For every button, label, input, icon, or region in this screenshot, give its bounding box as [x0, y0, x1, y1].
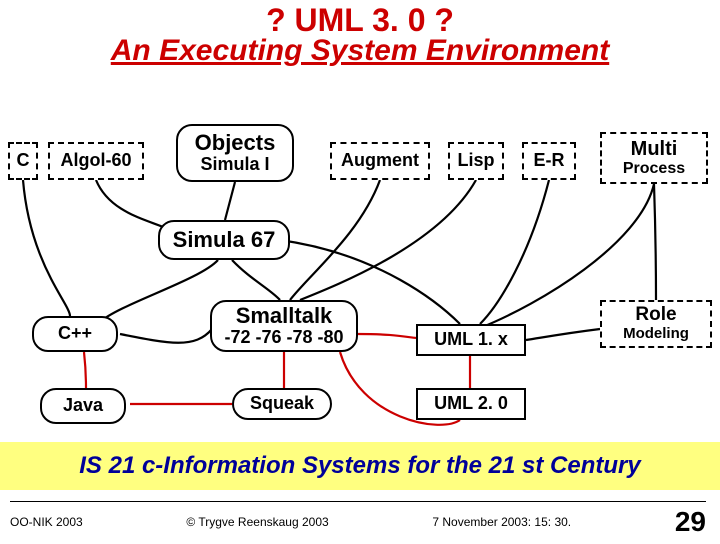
footer: OO-NIK 2003 © Trygve Reenskaug 2003 7 No… [10, 501, 706, 538]
node-label: Lisp [457, 151, 494, 171]
node-sublabel: Modeling [623, 326, 689, 343]
node-label: C++ [58, 324, 92, 344]
node-simula67: Simula 67 [158, 220, 290, 260]
node-sublabel: Process [623, 160, 685, 178]
node-c: C [8, 142, 38, 180]
node-uml1: UML 1. x [416, 324, 526, 356]
node-uml2: UML 2. 0 [416, 388, 526, 420]
node-sublabel: Simula I [200, 155, 269, 175]
node-er: E-R [522, 142, 576, 180]
node-label: UML 2. 0 [434, 394, 508, 414]
node-java: Java [40, 388, 126, 424]
page-title: ? UML 3. 0 ? [0, 4, 720, 36]
node-sublabel: -72 -76 -78 -80 [224, 328, 343, 348]
node-label: Java [63, 396, 103, 416]
footer-page: 29 [675, 506, 706, 538]
node-label: Algol-60 [60, 151, 131, 171]
node-label: Simula 67 [173, 228, 276, 252]
node-label: UML 1. x [434, 330, 508, 350]
node-smalltalk: Smalltalk-72 -76 -78 -80 [210, 300, 358, 352]
node-label: E-R [534, 151, 565, 171]
footer-right: 7 November 2003: 15: 30. [432, 515, 571, 529]
node-lisp: Lisp [448, 142, 504, 180]
node-label: Squeak [250, 394, 314, 414]
node-augment: Augment [330, 142, 430, 180]
node-label: Augment [341, 151, 419, 171]
banner: IS 21 c-Information Systems for the 21 s… [0, 442, 720, 490]
node-label: Multi [631, 138, 678, 160]
node-multi: MultiProcess [600, 132, 708, 184]
node-objects: ObjectsSimula I [176, 124, 294, 182]
node-label: Role [635, 305, 676, 326]
node-rolemod: RoleModeling [600, 300, 712, 348]
page-subtitle: An Executing System Environment [0, 34, 720, 68]
node-algol: Algol-60 [48, 142, 144, 180]
node-cpp: C++ [32, 316, 118, 352]
node-label: C [17, 151, 30, 171]
footer-left: OO-NIK 2003 [10, 515, 83, 529]
node-label: Smalltalk [236, 304, 333, 328]
node-label: Objects [195, 131, 276, 155]
footer-center: © Trygve Reenskaug 2003 [186, 515, 328, 529]
node-squeak: Squeak [232, 388, 332, 420]
